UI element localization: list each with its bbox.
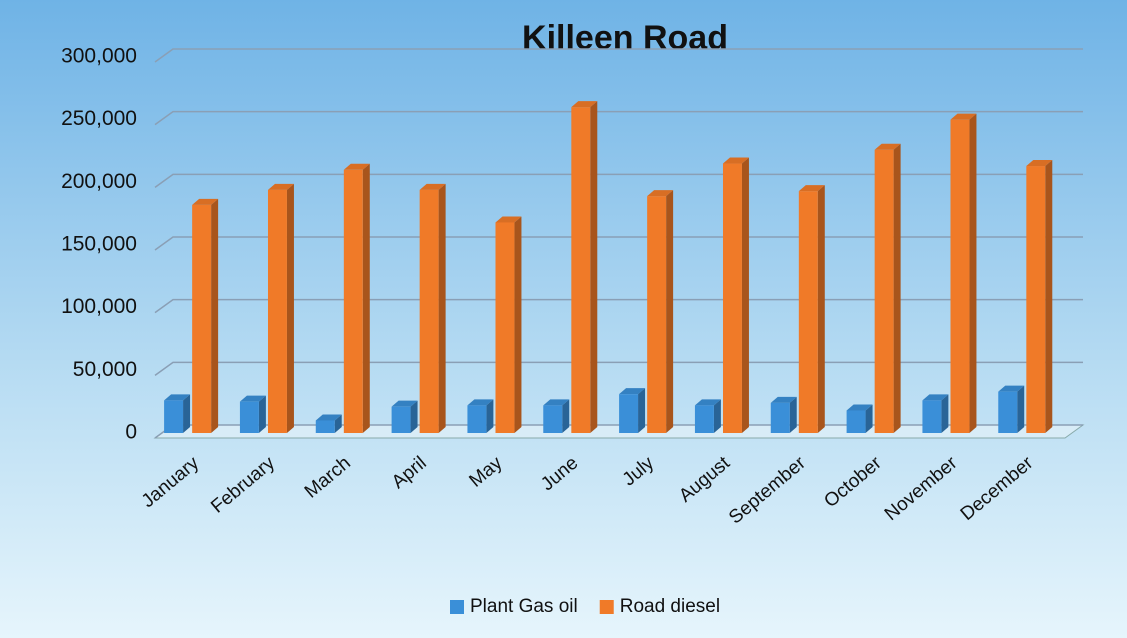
grid-line (154, 110, 1083, 126)
chart-title: Killeen Road (522, 19, 728, 57)
bar (391, 406, 411, 433)
bar (467, 405, 487, 433)
bar-side (1045, 160, 1053, 434)
bar-side (893, 143, 901, 433)
y-tick-label: 200,000 (61, 170, 137, 193)
bar-side (258, 395, 266, 433)
bar-top (419, 183, 446, 190)
bar (495, 222, 515, 433)
bar-top (647, 190, 674, 197)
bar-side (741, 157, 749, 434)
bar-top (619, 388, 646, 395)
bar (694, 405, 714, 433)
bar-side (438, 183, 446, 433)
bar (950, 119, 970, 434)
grid-line (154, 48, 1083, 63)
bar-side (666, 190, 674, 433)
bar (239, 401, 259, 433)
bar-top (922, 394, 949, 401)
bar-top (267, 183, 294, 190)
bar (619, 394, 639, 433)
bar-top (391, 400, 418, 407)
bar-top (694, 399, 721, 406)
bar (192, 204, 212, 433)
bar-side (638, 388, 646, 433)
bar-top (239, 395, 266, 402)
bar-side (562, 399, 570, 433)
bar (998, 391, 1018, 433)
y-tick-label: 100,000 (61, 295, 137, 318)
bar-side (410, 400, 418, 433)
bar-top (770, 396, 797, 403)
bar-side (211, 198, 219, 433)
bar-top (315, 414, 342, 421)
bar (770, 402, 790, 433)
bar-side (713, 399, 721, 433)
bar-side (286, 183, 294, 433)
bar-top (343, 163, 370, 170)
bar-side (486, 399, 494, 433)
legend-swatch (599, 600, 614, 614)
bar-side (1017, 385, 1025, 433)
bar (267, 189, 287, 433)
y-tick-label: 0 (125, 421, 137, 444)
legend-label: Plant Gas oil (470, 596, 578, 617)
grid-line (154, 298, 1083, 314)
bar-side (590, 101, 598, 433)
bar-top (874, 143, 901, 150)
grid-line (154, 173, 1083, 188)
bar-top (998, 385, 1025, 392)
bar-side (334, 414, 342, 433)
bar (722, 163, 742, 434)
bar-top (495, 216, 522, 223)
bar-side (789, 396, 797, 433)
bar (571, 107, 591, 433)
legend-swatch (450, 600, 464, 614)
bar (874, 149, 894, 433)
bar (315, 420, 335, 433)
bar (1026, 166, 1046, 434)
bar-top (798, 185, 825, 192)
y-tick-label: 150,000 (61, 233, 137, 256)
bar-top (192, 198, 219, 205)
bar-side (941, 394, 949, 433)
bar-top (722, 157, 749, 164)
grid-line (154, 236, 1083, 251)
bar-side (817, 185, 825, 433)
bar (164, 400, 184, 433)
bar-top (164, 394, 191, 401)
bar (343, 169, 363, 434)
bar (543, 405, 563, 433)
bar (419, 189, 439, 433)
y-tick-label: 50,000 (73, 358, 137, 381)
y-tick-label: 300,000 (61, 45, 137, 68)
bar-top (571, 101, 598, 108)
y-tick-label: 250,000 (61, 107, 137, 130)
bar (647, 196, 667, 433)
bar (846, 410, 866, 433)
grid-line (154, 361, 1083, 376)
bar-top (1026, 160, 1053, 167)
bar-side (865, 404, 873, 433)
bar-top (846, 404, 873, 411)
bar-side (969, 113, 977, 434)
legend-label: Road diesel (620, 596, 720, 617)
bar (798, 191, 818, 433)
bar-side (362, 163, 370, 434)
bar (922, 400, 942, 433)
bar-side (514, 216, 522, 433)
bar-top (950, 113, 977, 120)
bar-top (467, 399, 494, 406)
bar-side (183, 394, 191, 433)
bar-top (543, 399, 570, 406)
